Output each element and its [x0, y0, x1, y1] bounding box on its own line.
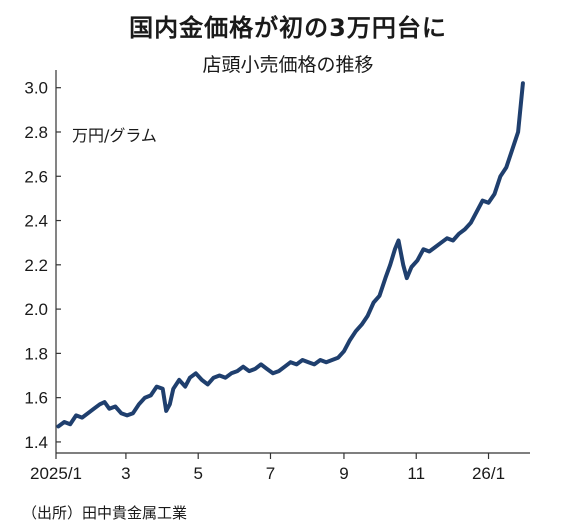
y-tick-label: 1.6: [24, 389, 48, 408]
x-tick-label: 9: [339, 464, 348, 483]
x-tick-label: 7: [266, 464, 275, 483]
chart-title: 国内金価格が初の3万円台に: [129, 14, 447, 42]
y-tick-label: 1.8: [24, 344, 48, 363]
x-axis-ticks: 2025/1 3 5 7 9 11 26/1: [30, 453, 505, 483]
x-tick-label: 3: [121, 464, 130, 483]
series-line: [56, 81, 525, 429]
y-tick-label: 1.4: [24, 433, 48, 452]
source-note: （出所）田中貴金属工業: [22, 504, 188, 522]
y-tick-label: 2.8: [24, 123, 48, 142]
x-tick-label: 26/1: [472, 464, 505, 483]
y-tick-label: 3.0: [24, 79, 48, 98]
series-group: [56, 81, 525, 429]
y-axis-ticks: 1.4 1.6 1.8 2.0 2.2 2.4 2.6 2.8 3.0: [24, 79, 61, 452]
chart-subtitle: 店頭小売価格の推移: [202, 54, 374, 76]
x-tick-label: 11: [407, 464, 425, 483]
y-tick-label: 2.2: [24, 256, 48, 275]
y-axis-unit-label: 万円/グラム: [72, 126, 157, 145]
x-tick-label: 2025/1: [30, 464, 82, 483]
axes: [55, 70, 530, 454]
x-tick-label: 5: [193, 464, 202, 483]
y-tick-label: 2.4: [24, 212, 48, 231]
y-tick-label: 2.6: [24, 167, 48, 186]
y-tick-label: 2.0: [24, 300, 48, 319]
